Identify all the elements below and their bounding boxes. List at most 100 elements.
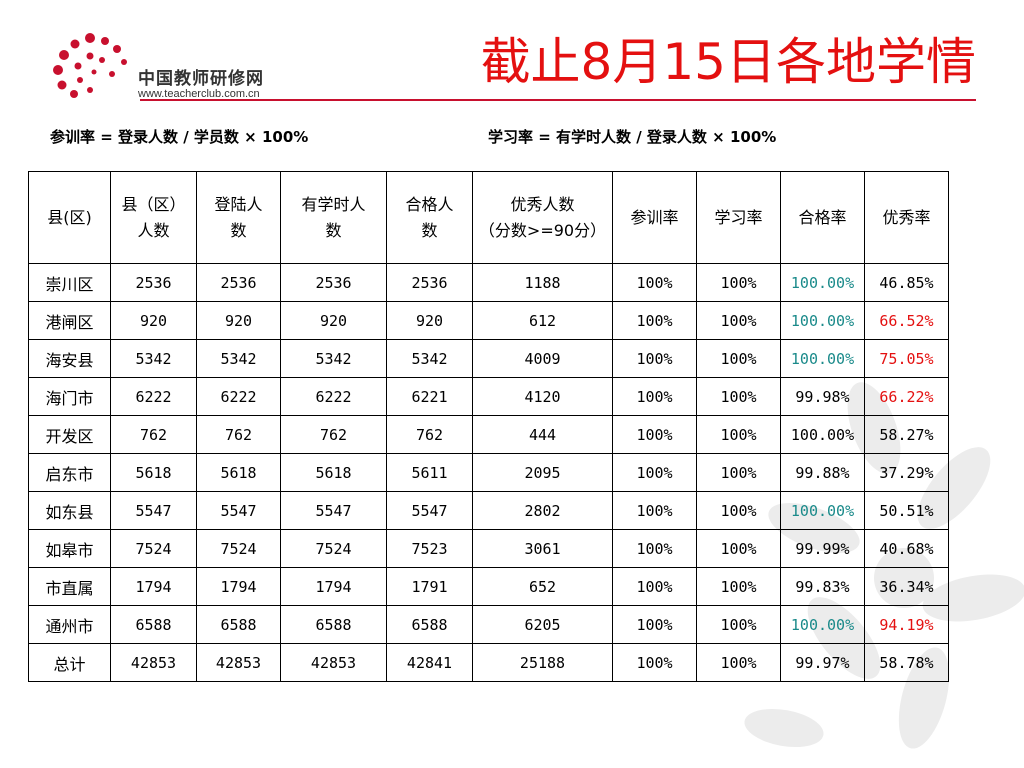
table-row: 总计 42853 42853 42853 42841 25188 100% 100% 99.97… xyxy=(28,643,949,682)
cell-excellent-count: 1188 xyxy=(472,263,613,302)
cell-pass-rate: 100.00% xyxy=(780,491,865,530)
cell-login-count: 42853 xyxy=(196,643,281,682)
cell-excellent-count: 3061 xyxy=(472,529,613,568)
cell-excellent-count: 444 xyxy=(472,415,613,454)
cell-pass-count: 5547 xyxy=(386,491,473,530)
cell-excellent-count: 2802 xyxy=(472,491,613,530)
cell-county-name: 市直属 xyxy=(28,567,111,606)
cell-study-rate: 100% xyxy=(696,643,781,682)
cell-participation-rate: 100% xyxy=(612,567,697,606)
cell-pass-count: 762 xyxy=(386,415,473,454)
cell-excellent-count: 2095 xyxy=(472,453,613,492)
cell-login-count: 762 xyxy=(196,415,281,454)
table-row: 通州市 6588 6588 6588 6588 6205 100% 100% 100.00% 94… xyxy=(28,605,949,644)
cell-county-name: 启东市 xyxy=(28,453,111,492)
cell-county-name: 海门市 xyxy=(28,377,111,416)
cell-login-count: 5618 xyxy=(196,453,281,492)
table-row: 开发区 762 762 762 762 444 100% 100% 100.00% 58.27% xyxy=(28,415,949,454)
cell-study-rate: 100% xyxy=(696,491,781,530)
cell-login-count: 6222 xyxy=(196,377,281,416)
cell-pass-count: 6588 xyxy=(386,605,473,644)
cell-county-count: 5547 xyxy=(110,491,197,530)
cell-study-rate: 100% xyxy=(696,529,781,568)
statistics-table: 县(区) 县（区） 人数 登陆人数 有学时人数 合格人数 优秀人数 （分数>=90分… xyxy=(28,171,949,682)
cell-pass-rate: 100.00% xyxy=(780,415,865,454)
table-row: 如东县 5547 5547 5547 5547 2802 100% 100% 100.00% 50… xyxy=(28,491,949,530)
cell-pass-rate: 99.88% xyxy=(780,453,865,492)
cell-login-count: 7524 xyxy=(196,529,281,568)
cell-pass-rate: 99.99% xyxy=(780,529,865,568)
cell-excellent-rate: 66.22% xyxy=(864,377,949,416)
cell-participation-rate: 100% xyxy=(612,263,697,302)
header-excellent-count: 优秀人数 （分数>=90分） xyxy=(472,171,613,264)
table-row: 如皋市 7524 7524 7524 7523 3061 100% 100% 99.99% 40.… xyxy=(28,529,949,568)
header-hours-count: 有学时人数 xyxy=(280,171,387,264)
cell-excellent-rate: 58.78% xyxy=(864,643,949,682)
cell-study-rate: 100% xyxy=(696,567,781,606)
header-participation-rate: 参训率 xyxy=(612,171,697,264)
cell-pass-rate: 100.00% xyxy=(780,339,865,378)
cell-pass-count: 1791 xyxy=(386,567,473,606)
cell-county-name: 如皋市 xyxy=(28,529,111,568)
cell-county-name: 总计 xyxy=(28,643,111,682)
header-login-count: 登陆人数 xyxy=(196,171,281,264)
cell-pass-count: 6221 xyxy=(386,377,473,416)
cell-participation-rate: 100% xyxy=(612,415,697,454)
cell-excellent-rate: 94.19% xyxy=(864,605,949,644)
cell-county-count: 42853 xyxy=(110,643,197,682)
table-row: 港闸区 920 920 920 920 612 100% 100% 100.00% 66.52% xyxy=(28,301,949,340)
cell-participation-rate: 100% xyxy=(612,377,697,416)
cell-county-count: 5342 xyxy=(110,339,197,378)
cell-participation-rate: 100% xyxy=(612,643,697,682)
table-row: 海门市 6222 6222 6222 6221 4120 100% 100% 99.98% 66.… xyxy=(28,377,949,416)
cell-study-rate: 100% xyxy=(696,377,781,416)
cell-login-count: 920 xyxy=(196,301,281,340)
cell-county-name: 海安县 xyxy=(28,339,111,378)
cell-study-rate: 100% xyxy=(696,263,781,302)
cell-excellent-rate: 66.52% xyxy=(864,301,949,340)
cell-excellent-count: 652 xyxy=(472,567,613,606)
cell-hours-count: 1794 xyxy=(280,567,387,606)
cell-county-count: 920 xyxy=(110,301,197,340)
page-title: 截止8月15日各地学情 xyxy=(480,33,976,91)
cell-study-rate: 100% xyxy=(696,301,781,340)
table-row: 崇川区 2536 2536 2536 2536 1188 100% 100% 100.00% 46… xyxy=(28,263,949,302)
cell-login-count: 6588 xyxy=(196,605,281,644)
cell-hours-count: 6222 xyxy=(280,377,387,416)
cell-excellent-count: 4009 xyxy=(472,339,613,378)
cell-excellent-rate: 37.29% xyxy=(864,453,949,492)
cell-pass-count: 920 xyxy=(386,301,473,340)
logo-url: www.teacherclub.com.cn xyxy=(138,88,260,100)
cell-hours-count: 42853 xyxy=(280,643,387,682)
cell-excellent-rate: 36.34% xyxy=(864,567,949,606)
cell-county-name: 通州市 xyxy=(28,605,111,644)
cell-participation-rate: 100% xyxy=(612,339,697,378)
participation-formula: 参训率 = 登录人数 / 学员数 × 100% xyxy=(50,128,309,146)
cell-county-count: 2536 xyxy=(110,263,197,302)
cell-excellent-rate: 75.05% xyxy=(864,339,949,378)
cell-hours-count: 5547 xyxy=(280,491,387,530)
cell-pass-rate: 99.97% xyxy=(780,643,865,682)
cell-excellent-count: 6205 xyxy=(472,605,613,644)
cell-participation-rate: 100% xyxy=(612,301,697,340)
header-county-count: 县（区） 人数 xyxy=(110,171,197,264)
cell-excellent-count: 4120 xyxy=(472,377,613,416)
cell-pass-count: 5611 xyxy=(386,453,473,492)
cell-participation-rate: 100% xyxy=(612,529,697,568)
title-divider xyxy=(140,99,976,101)
cell-county-count: 6588 xyxy=(110,605,197,644)
cell-login-count: 5342 xyxy=(196,339,281,378)
cell-pass-rate: 99.98% xyxy=(780,377,865,416)
cell-hours-count: 7524 xyxy=(280,529,387,568)
cell-pass-rate: 100.00% xyxy=(780,605,865,644)
cell-study-rate: 100% xyxy=(696,605,781,644)
cell-pass-count: 7523 xyxy=(386,529,473,568)
logo-chinese-name: 中国教师研修网 xyxy=(138,69,264,89)
cell-county-count: 6222 xyxy=(110,377,197,416)
cell-excellent-count: 612 xyxy=(472,301,613,340)
cell-county-name: 开发区 xyxy=(28,415,111,454)
cell-login-count: 2536 xyxy=(196,263,281,302)
table-row: 市直属 1794 1794 1794 1791 652 100% 100% 99.83% 36.3… xyxy=(28,567,949,606)
header-county: 县(区) xyxy=(28,171,111,264)
cell-hours-count: 5618 xyxy=(280,453,387,492)
